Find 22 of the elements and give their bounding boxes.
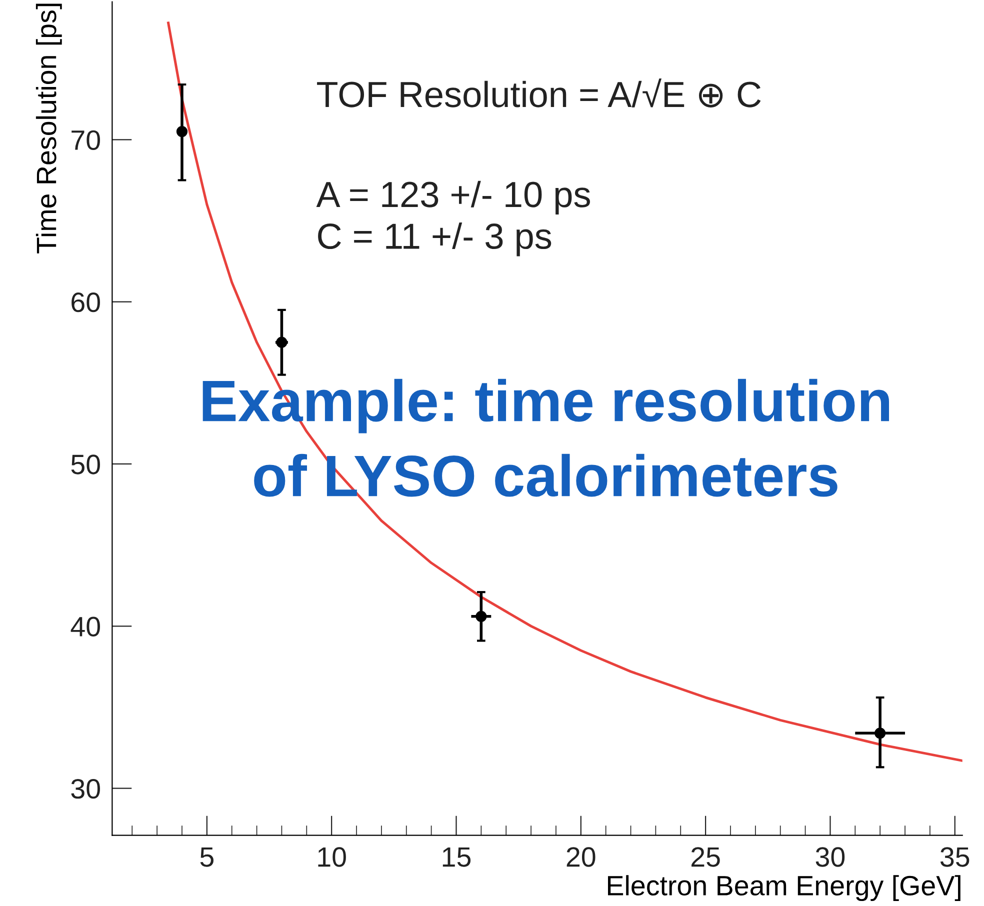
x-axis-title: Electron Beam Energy [GeV] <box>608 875 960 902</box>
annotation: C = 11 +/- 3 ps <box>318 222 552 256</box>
x-tick-label: 10 <box>318 847 346 867</box>
point <box>276 336 288 348</box>
annotation: A = 123 +/- 10 ps <box>316 180 590 215</box>
x-tick-label: 15 <box>442 847 471 867</box>
y-tick-label: 60 <box>72 292 100 312</box>
y-tick-label: 40 <box>70 616 100 636</box>
annotation: TOF Resolution = A/√E ⊕ C <box>317 78 761 108</box>
point <box>874 728 886 739</box>
y-tick-label: 30 <box>71 778 100 799</box>
x-tick-label: 20 <box>566 847 596 867</box>
x-tick-label: 5 <box>200 847 214 867</box>
y-tick-label: 70 <box>72 130 100 150</box>
point <box>176 126 188 138</box>
x-tick-label: 35 <box>940 847 970 867</box>
line-series <box>167 22 962 762</box>
x-tick-label: 30 <box>816 847 845 867</box>
y-axis-title: Time Resolution [ps] <box>36 4 62 254</box>
point <box>476 610 487 622</box>
y-tick-label: 50 <box>71 454 100 474</box>
x-tick-label: 25 <box>692 847 720 867</box>
